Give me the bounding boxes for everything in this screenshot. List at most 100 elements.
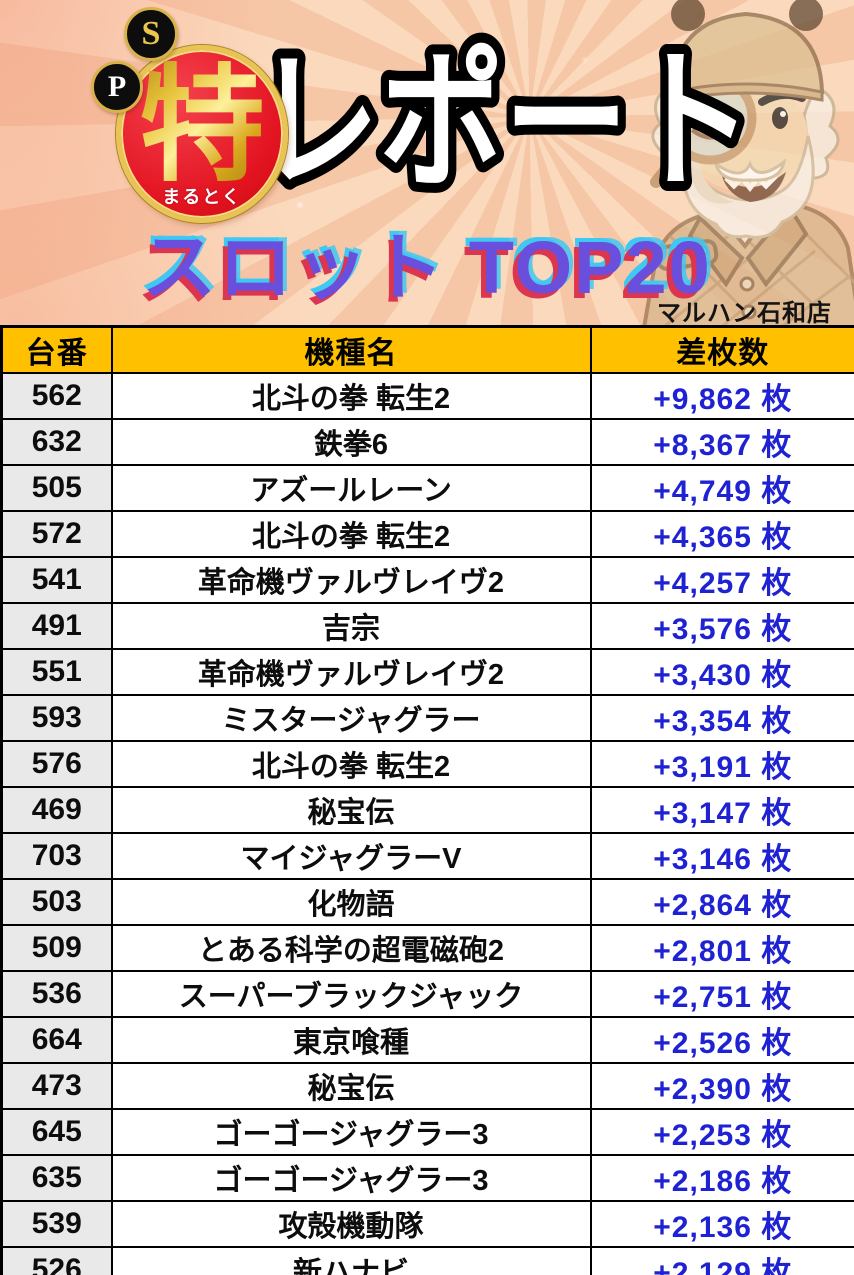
medal-diff-cell: +2,801 枚: [589, 924, 854, 972]
machine-number-cell: 509: [0, 924, 113, 972]
machine-number-cell: 469: [0, 786, 113, 834]
p-badge-label: P: [107, 70, 127, 103]
table-row: 551 革命機ヴァルヴレイヴ2 +3,430 枚: [0, 648, 854, 696]
machine-name-cell: マイジャグラーV: [110, 832, 592, 880]
machine-number-cell: 572: [0, 510, 113, 558]
medal-diff-cell: +2,129 枚: [589, 1246, 854, 1275]
machine-number-cell: 491: [0, 602, 113, 650]
machine-name-cell: ゴーゴージャグラー3: [110, 1108, 592, 1156]
column-header-machine-name: 機種名: [110, 325, 592, 374]
table-row: 503 化物語 +2,864 枚: [0, 878, 854, 926]
machine-name-cell: 攻殻機動隊: [110, 1200, 592, 1248]
table-row: 562 北斗の拳 転生2 +9,862 枚: [0, 372, 854, 420]
banner: 特 まるとく S P レポート スロット TOP20 マルハン石和店: [0, 0, 854, 325]
s-badge-icon: S: [124, 7, 178, 61]
medal-diff-cell: +3,191 枚: [589, 740, 854, 788]
machine-name-cell: 東京喰種: [110, 1016, 592, 1064]
machine-number-cell: 703: [0, 832, 113, 880]
detective-mascot-icon: [642, 0, 854, 325]
table-row: 635 ゴーゴージャグラー3 +2,186 枚: [0, 1154, 854, 1202]
medal-diff-cell: +3,354 枚: [589, 694, 854, 742]
machine-name-cell: ミスタージャグラー: [110, 694, 592, 742]
machine-name-cell: スーパーブラックジャック: [110, 970, 592, 1018]
column-header-machine-number: 台番: [0, 325, 113, 374]
table-row: 593 ミスタージャグラー +3,354 枚: [0, 694, 854, 742]
poster-subtitle: スロット TOP20: [142, 226, 712, 309]
table-row: 526 新ハナビ +2,129 枚: [0, 1246, 854, 1275]
machine-name-cell: 北斗の拳 転生2: [110, 372, 592, 420]
machine-number-cell: 503: [0, 878, 113, 926]
machine-name-cell: 新ハナビ: [110, 1246, 592, 1275]
table-row: 664 東京喰種 +2,526 枚: [0, 1016, 854, 1064]
medal-diff-cell: +2,864 枚: [589, 878, 854, 926]
machine-number-cell: 635: [0, 1154, 113, 1202]
machine-number-cell: 645: [0, 1108, 113, 1156]
report-title: レポート: [245, 27, 763, 217]
machine-name-cell: 北斗の拳 転生2: [110, 510, 592, 558]
machine-name-cell: 革命機ヴァルヴレイヴ2: [110, 556, 592, 604]
medal-diff-cell: +3,430 枚: [589, 648, 854, 696]
table-row: 469 秘宝伝 +3,147 枚: [0, 786, 854, 834]
medal-diff-cell: +2,751 枚: [589, 970, 854, 1018]
machine-name-cell: 鉄拳6: [110, 418, 592, 466]
table-row: 539 攻殻機動隊 +2,136 枚: [0, 1200, 854, 1248]
machine-number-cell: 526: [0, 1246, 113, 1275]
medal-diff-cell: +9,862 枚: [589, 372, 854, 420]
machine-name-cell: 北斗の拳 転生2: [110, 740, 592, 788]
medal-diff-cell: +2,186 枚: [589, 1154, 854, 1202]
machine-number-cell: 541: [0, 556, 113, 604]
machine-number-cell: 576: [0, 740, 113, 788]
table-row: 576 北斗の拳 転生2 +3,191 枚: [0, 740, 854, 788]
table-row: 473 秘宝伝 +2,390 枚: [0, 1062, 854, 1110]
marutoku-badge: 特 まるとく: [116, 45, 288, 223]
ranking-table: 台番 機種名 差枚数 562 北斗の拳 転生2 +9,862 枚 632 鉄拳6…: [0, 325, 854, 1275]
column-header-medal-diff: 差枚数: [589, 325, 854, 374]
table-row: 703 マイジャグラーV +3,146 枚: [0, 832, 854, 880]
machine-number-cell: 562: [0, 372, 113, 420]
medal-diff-cell: +4,257 枚: [589, 556, 854, 604]
machine-name-cell: とある科学の超電磁砲2: [110, 924, 592, 972]
machine-name-cell: 秘宝伝: [110, 786, 592, 834]
table-row: 536 スーパーブラックジャック +2,751 枚: [0, 970, 854, 1018]
medal-diff-cell: +2,253 枚: [589, 1108, 854, 1156]
table-row: 505 アズールレーン +4,749 枚: [0, 464, 854, 512]
p-badge-icon: P: [91, 61, 143, 113]
table-row: 572 北斗の拳 転生2 +4,365 枚: [0, 510, 854, 558]
machine-number-cell: 473: [0, 1062, 113, 1110]
store-name: マルハン石和店: [657, 300, 832, 325]
medal-diff-cell: +4,365 枚: [589, 510, 854, 558]
machine-name-cell: 吉宗: [110, 602, 592, 650]
medal-diff-cell: +3,147 枚: [589, 786, 854, 834]
machine-name-cell: 秘宝伝: [110, 1062, 592, 1110]
machine-number-cell: 505: [0, 464, 113, 512]
machine-name-cell: アズールレーン: [110, 464, 592, 512]
medal-diff-cell: +2,390 枚: [589, 1062, 854, 1110]
table-header-row: 台番 機種名 差枚数: [0, 325, 854, 374]
machine-name-cell: 化物語: [110, 878, 592, 926]
table-row: 541 革命機ヴァルヴレイヴ2 +4,257 枚: [0, 556, 854, 604]
table-row: 509 とある科学の超電磁砲2 +2,801 枚: [0, 924, 854, 972]
table-row: 632 鉄拳6 +8,367 枚: [0, 418, 854, 466]
medal-diff-cell: +2,136 枚: [589, 1200, 854, 1248]
s-badge-label: S: [141, 15, 161, 52]
machine-number-cell: 593: [0, 694, 113, 742]
medal-diff-cell: +3,146 枚: [589, 832, 854, 880]
table-row: 645 ゴーゴージャグラー3 +2,253 枚: [0, 1108, 854, 1156]
medal-diff-cell: +8,367 枚: [589, 418, 854, 466]
medal-diff-cell: +2,526 枚: [589, 1016, 854, 1064]
machine-number-cell: 551: [0, 648, 113, 696]
toku-kanji: 特: [121, 46, 283, 206]
machine-number-cell: 536: [0, 970, 113, 1018]
medal-diff-cell: +4,749 枚: [589, 464, 854, 512]
medal-diff-cell: +3,576 枚: [589, 602, 854, 650]
machine-number-cell: 664: [0, 1016, 113, 1064]
machine-name-cell: 革命機ヴァルヴレイヴ2: [110, 648, 592, 696]
ranking-table-body: 562 北斗の拳 転生2 +9,862 枚 632 鉄拳6 +8,367 枚 5…: [0, 372, 854, 1275]
report-title-text: レポート: [255, 37, 753, 207]
table-row: 491 吉宗 +3,576 枚: [0, 602, 854, 650]
machine-number-cell: 632: [0, 418, 113, 466]
machine-name-cell: ゴーゴージャグラー3: [110, 1154, 592, 1202]
machine-number-cell: 539: [0, 1200, 113, 1248]
marutoku-label: まるとく: [162, 187, 242, 207]
